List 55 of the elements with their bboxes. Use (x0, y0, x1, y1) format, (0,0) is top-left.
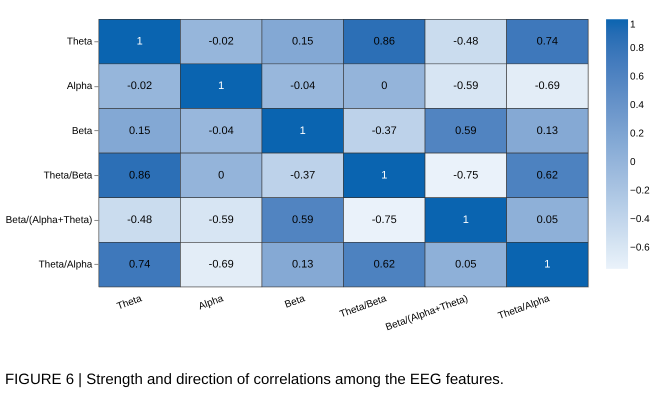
color-bar-label: 0.4 (630, 100, 644, 111)
data-label: 0.15 (128, 124, 150, 137)
data-label: -0.04 (208, 124, 234, 137)
data-label: -0.48 (453, 36, 478, 48)
data-label: 0.59 (292, 214, 314, 226)
data-label: -0.02 (127, 80, 152, 92)
x-tick-label: Theta (116, 293, 144, 312)
data-label: 1 (544, 258, 550, 271)
data-label: -0.04 (290, 80, 316, 92)
color-bar-label: −0.2 (630, 185, 650, 196)
x-tick-label: Alpha (197, 293, 226, 312)
data-label: -0.69 (208, 258, 234, 271)
data-label: 0.86 (128, 169, 150, 182)
data-label: 1 (381, 169, 388, 182)
y-tick-label: Beta/(Alpha+Theta) (6, 214, 92, 226)
color-bar-label: 0.8 (630, 42, 644, 54)
data-label: -0.75 (453, 169, 478, 182)
data-label: -0.02 (208, 36, 234, 48)
data-label: -0.59 (208, 214, 234, 226)
data-label: -0.69 (534, 80, 560, 92)
y-tick-label: Alpha (66, 81, 93, 92)
data-label: 0.62 (374, 258, 395, 271)
color-bar-label: −0.4 (630, 214, 650, 225)
data-label: 0.74 (128, 258, 150, 271)
data-label: 0.59 (455, 124, 476, 137)
color-bar-label: 1 (630, 19, 636, 30)
data-label: 1 (462, 214, 469, 226)
x-tick-label: Beta (283, 293, 307, 311)
data-label: 0.15 (292, 36, 314, 48)
data-label: 0.05 (455, 258, 476, 271)
data-label: 0.05 (536, 214, 558, 226)
caption: FIGURE 6 | Strength and direction of correlations among the EEG features. (4, 370, 504, 388)
data-label: 0.62 (536, 169, 558, 182)
data-label: -0.48 (127, 214, 152, 226)
data-label: 0.13 (292, 258, 314, 271)
color-bar-label: −0.6 (630, 242, 650, 254)
y-tick-label: Beta (72, 126, 93, 137)
data-label: 0.13 (536, 124, 558, 137)
data-label: -0.75 (372, 214, 397, 226)
data-label: 0 (381, 80, 388, 92)
data-label: 1 (218, 80, 224, 92)
color-bar-label: 0.2 (630, 128, 644, 140)
data-label: 0.74 (536, 36, 558, 48)
data-label: 1 (300, 124, 306, 137)
y-tick-label: Theta (66, 36, 93, 48)
data-label: 0 (218, 169, 224, 182)
data-label: -0.37 (372, 124, 397, 137)
data-label: -0.37 (290, 169, 316, 182)
color-bar-label: 0.6 (630, 71, 644, 82)
data-label: 0.86 (374, 36, 395, 48)
y-tick-label: Theta/Beta (44, 170, 93, 182)
color-bar-label: 0 (630, 156, 636, 168)
data-label: -0.59 (453, 80, 478, 92)
data-label: 1 (136, 36, 143, 48)
y-tick-label: Theta/Alpha (38, 260, 93, 271)
